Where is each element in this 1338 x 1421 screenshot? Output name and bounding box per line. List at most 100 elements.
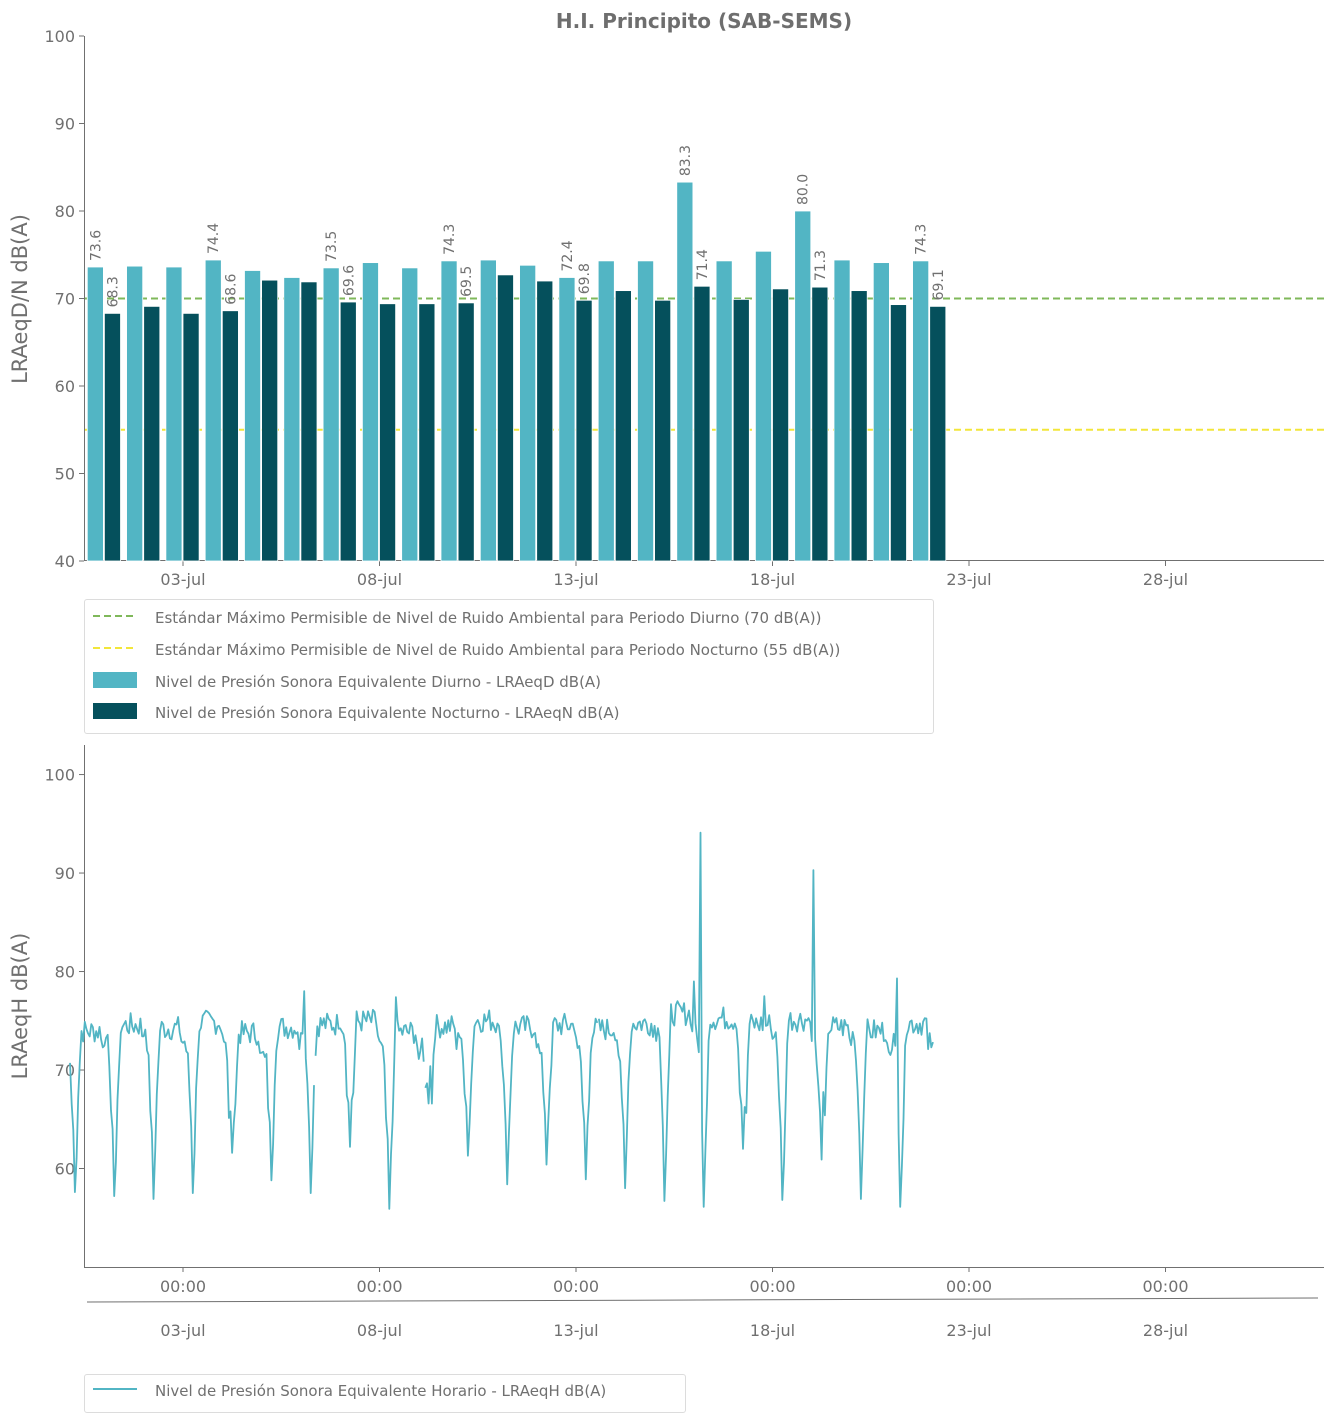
bottom-y-axis-label: LRAeqH dB(A) [8, 933, 32, 1080]
day-bar [479, 259, 497, 562]
night-bar [339, 301, 357, 562]
y-tick-label: 100 [44, 27, 75, 46]
day-value-label: 74.4 [206, 223, 222, 254]
day-bar [440, 260, 458, 562]
legend-item-std-night: Estándar Máximo Permisible de Nivel de R… [85, 640, 933, 664]
hourly-line-segment [598, 831, 934, 1208]
hourly-line-segment [424, 1009, 599, 1186]
night-bar [379, 303, 397, 562]
legend-item-hourly: Nivel de Presión Sonora Equivalente Hora… [85, 1381, 685, 1405]
dashed-green-line-icon [93, 615, 137, 617]
x-tick-label: 03-jul [160, 570, 205, 589]
day-bar [833, 259, 851, 562]
night-bar [575, 299, 593, 562]
night-bar [418, 303, 436, 562]
legend-label-std-day: Estándar Máximo Permisible de Nivel de R… [155, 609, 822, 627]
day-bar [401, 267, 419, 562]
y-tick-label: 60 [55, 377, 75, 396]
night-bar [536, 280, 554, 562]
night-bar [614, 290, 632, 562]
bottom-legend: Nivel de Presión Sonora Equivalente Hora… [84, 1374, 686, 1413]
day-bar [86, 266, 104, 562]
night-bar [850, 290, 868, 562]
hourly-line-series [69, 831, 934, 1210]
day-bar [754, 250, 772, 562]
top-legend: Estándar Máximo Permisible de Nivel de R… [84, 599, 934, 734]
top-x-ticks: 03-jul 08-jul 13-jul 18-jul 23-jul 28-jul [160, 561, 1188, 589]
night-bar [182, 312, 200, 562]
x-tick-time-label: 00:00 [356, 1277, 402, 1296]
day-bar-swatch-icon [93, 672, 137, 688]
data-labels: 73.668.374.468.673.569.674.369.572.469.8… [88, 145, 946, 307]
y-tick-label: 60 [55, 1160, 75, 1179]
day-value-label: 74.3 [914, 224, 930, 255]
x-tick-time-label: 00:00 [553, 1277, 599, 1296]
day-value-label: 73.6 [88, 230, 104, 261]
x-tick-label: 23-jul [946, 570, 991, 589]
night-bar [143, 305, 161, 562]
day-bar [794, 210, 812, 562]
y-tick-label: 90 [55, 864, 75, 883]
night-bar [221, 310, 239, 562]
y-tick-label: 50 [55, 465, 75, 484]
day-bar [283, 277, 301, 562]
night-bar-swatch-icon [93, 703, 137, 719]
night-bar [811, 286, 829, 562]
bar-series [86, 181, 947, 562]
day-bar [558, 277, 576, 562]
legend-label-day: Nivel de Presión Sonora Equivalente Diur… [155, 673, 602, 691]
day-bar [715, 260, 733, 562]
night-value-label: 71.3 [813, 250, 829, 281]
night-value-label: 69.5 [459, 266, 475, 297]
x-tick-label: 18-jul [750, 570, 795, 589]
day-bar [872, 262, 890, 562]
day-bar [637, 260, 655, 562]
night-bar [261, 279, 279, 562]
legend-item-std-day: Estándar Máximo Permisible de Nivel de R… [85, 608, 933, 632]
legend-item-day: Nivel de Presión Sonora Equivalente Diur… [85, 672, 933, 696]
x-tick-label: 08-jul [357, 570, 402, 589]
x-tick-date-label: 13-jul [553, 1321, 598, 1340]
legend-label-std-night: Estándar Máximo Permisible de Nivel de R… [155, 641, 841, 659]
night-bar [654, 299, 672, 562]
day-bar [204, 259, 222, 562]
x-tick-date-label: 18-jul [750, 1321, 795, 1340]
y-tick-label: 70 [55, 1061, 75, 1080]
day-bar [519, 264, 537, 562]
day-bar [912, 260, 930, 562]
night-bar [496, 274, 514, 562]
x-tick-time-label: 00:00 [946, 1277, 992, 1296]
night-value-label: 71.4 [695, 249, 711, 280]
x-tick-date-label: 23-jul [946, 1321, 991, 1340]
legend-label-night: Nivel de Presión Sonora Equivalente Noct… [155, 704, 620, 722]
x-tick-time-label: 00:00 [1142, 1277, 1188, 1296]
hourly-line-segment [69, 990, 315, 1200]
day-value-label: 80.0 [796, 174, 812, 205]
day-bar [244, 270, 262, 562]
night-value-label: 69.1 [931, 269, 947, 300]
chart-title: H.I. Principito (SAB-SEMS) [556, 9, 852, 33]
night-bar [929, 305, 947, 562]
legend-label-hourly: Nivel de Presión Sonora Equivalente Hora… [155, 1382, 607, 1400]
day-value-label: 72.4 [560, 240, 576, 271]
line-swatch-icon [93, 1388, 137, 1390]
legend-item-night: Nivel de Presión Sonora Equivalente Noct… [85, 703, 933, 727]
x-tick-date-label: 03-jul [160, 1321, 205, 1340]
night-value-label: 68.3 [105, 276, 121, 307]
bottom-x-ticks: 00:00 03-jul 00:00 08-jul 00:00 13-jul 00:00 18… [160, 1267, 1189, 1340]
y-tick-label: 90 [55, 115, 75, 134]
x-tick-label: 28-jul [1143, 570, 1188, 589]
night-bar [104, 312, 121, 562]
night-bar [890, 304, 907, 562]
night-bar [457, 302, 475, 562]
night-bar [772, 288, 790, 562]
day-value-label: 83.3 [678, 145, 694, 176]
day-bar [165, 266, 183, 562]
x-tick-date-label: 28-jul [1143, 1321, 1188, 1340]
day-bar [361, 262, 379, 562]
bottom-chart-axes [84, 745, 1324, 1303]
y-tick-label: 100 [44, 766, 75, 785]
y-tick-label: 70 [55, 290, 75, 309]
hourly-line-segment [314, 996, 425, 1210]
